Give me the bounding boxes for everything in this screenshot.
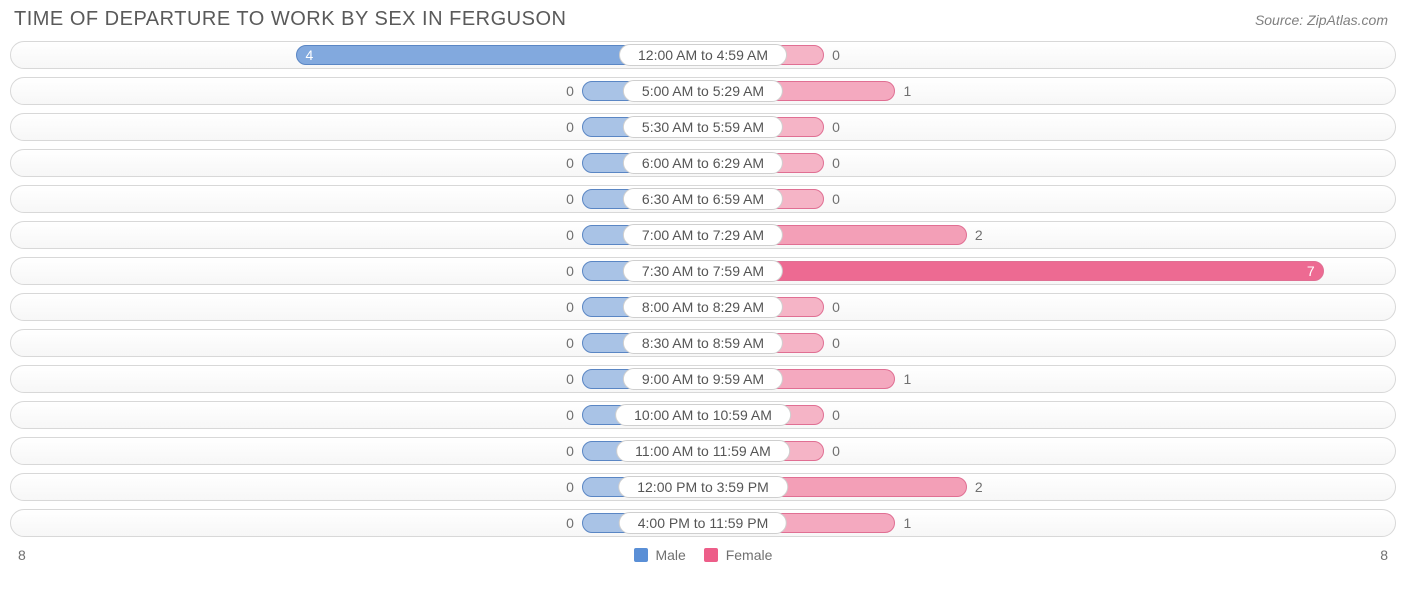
female-value: 0 [832,335,840,351]
row-time-label: 10:00 AM to 10:59 AM [615,404,791,426]
row-time-label: 12:00 AM to 4:59 AM [619,44,787,66]
female-value: 1 [903,83,911,99]
female-value: 0 [832,443,840,459]
male-value: 0 [566,443,574,459]
male-value: 0 [566,155,574,171]
source-attribution: Source: ZipAtlas.com [1255,8,1388,28]
male-value: 0 [566,119,574,135]
axis-left-max: 8 [18,547,26,563]
female-value: 0 [832,299,840,315]
chart-row: 0 0 6:00 AM to 6:29 AM [10,149,1396,177]
chart-row: 0 1 5:00 AM to 5:29 AM [10,77,1396,105]
row-time-label: 8:00 AM to 8:29 AM [623,296,783,318]
row-time-label: 12:00 PM to 3:59 PM [618,476,788,498]
row-time-label: 11:00 AM to 11:59 AM [616,440,790,462]
male-value: 4 [305,47,313,63]
row-time-label: 5:00 AM to 5:29 AM [623,80,783,102]
chart-row: 0 2 7:00 AM to 7:29 AM [10,221,1396,249]
row-time-label: 6:00 AM to 6:29 AM [623,152,783,174]
legend-female: Female [704,547,773,563]
footer: 8 Male Female 8 [0,547,1406,571]
male-value: 0 [566,83,574,99]
female-value: 2 [975,479,983,495]
chart-row: 0 1 4:00 PM to 11:59 PM [10,509,1396,537]
chart-row: 0 2 12:00 PM to 3:59 PM [10,473,1396,501]
female-swatch [704,548,718,562]
female-value: 0 [832,155,840,171]
male-value: 0 [566,515,574,531]
chart-row: 0 0 11:00 AM to 11:59 AM [10,437,1396,465]
male-value: 0 [566,227,574,243]
male-value: 0 [566,335,574,351]
chart-container: TIME OF DEPARTURE TO WORK BY SEX IN FERG… [0,0,1406,571]
female-value: 0 [832,119,840,135]
female-value: 0 [832,47,840,63]
chart-area: 4 0 12:00 AM to 4:59 AM 0 1 5:00 AM to 5:29 A… [0,37,1406,547]
male-value: 0 [566,263,574,279]
row-time-label: 5:30 AM to 5:59 AM [623,116,783,138]
row-time-label: 6:30 AM to 6:59 AM [623,188,783,210]
chart-row: 4 0 12:00 AM to 4:59 AM [10,41,1396,69]
male-value: 0 [566,299,574,315]
header: TIME OF DEPARTURE TO WORK BY SEX IN FERG… [0,0,1406,37]
row-time-label: 8:30 AM to 8:59 AM [623,332,783,354]
male-value: 0 [566,479,574,495]
chart-row: 0 0 10:00 AM to 10:59 AM [10,401,1396,429]
chart-row: 0 0 6:30 AM to 6:59 AM [10,185,1396,213]
male-value: 0 [566,191,574,207]
chart-row: 0 0 8:30 AM to 8:59 AM [10,329,1396,357]
female-value: 0 [832,407,840,423]
legend-male-label: Male [655,547,685,563]
row-time-label: 7:30 AM to 7:59 AM [623,260,783,282]
male-value: 0 [566,407,574,423]
female-bar: 7 [703,261,1324,281]
chart-row: 0 0 5:30 AM to 5:59 AM [10,113,1396,141]
female-value: 0 [832,191,840,207]
chart-row: 0 7 7:30 AM to 7:59 AM [10,257,1396,285]
legend: Male Female [634,547,773,563]
row-time-label: 9:00 AM to 9:59 AM [623,368,783,390]
row-time-label: 4:00 PM to 11:59 PM [619,512,787,534]
female-value: 2 [975,227,983,243]
chart-row: 0 0 8:00 AM to 8:29 AM [10,293,1396,321]
axis-right-max: 8 [1380,547,1388,563]
male-swatch [634,548,648,562]
male-value: 0 [566,371,574,387]
female-value: 1 [903,371,911,387]
female-value: 7 [1307,263,1315,279]
chart-title: TIME OF DEPARTURE TO WORK BY SEX IN FERG… [14,8,566,31]
legend-male: Male [634,547,686,563]
female-value: 1 [903,515,911,531]
row-time-label: 7:00 AM to 7:29 AM [623,224,783,246]
chart-row: 0 1 9:00 AM to 9:59 AM [10,365,1396,393]
legend-female-label: Female [726,547,773,563]
